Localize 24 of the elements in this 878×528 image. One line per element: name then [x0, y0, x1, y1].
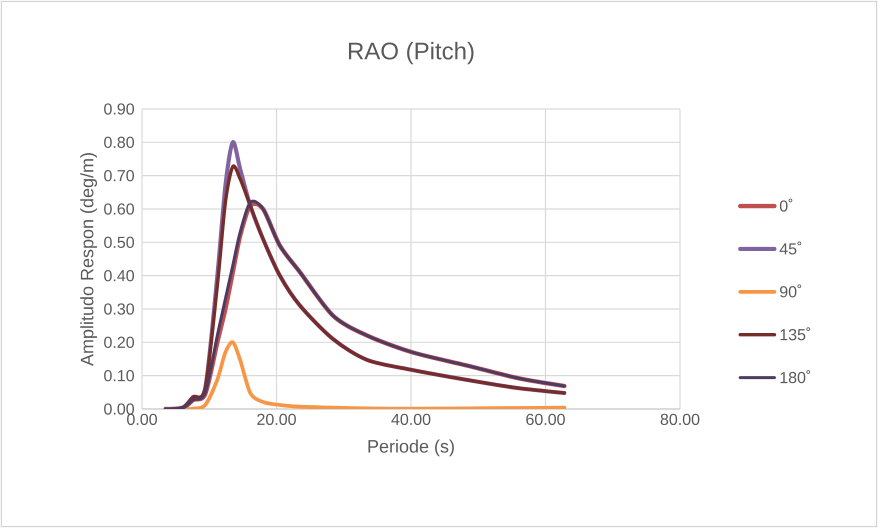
legend-label: 45˚ — [780, 241, 802, 255]
y-tick-label: 0.80 — [104, 136, 134, 148]
x-tick-label: 60.00 — [526, 414, 565, 426]
y-tick-label: 0.30 — [104, 303, 134, 315]
x-tick-label: 0.00 — [127, 414, 157, 426]
legend-label: 135˚ — [780, 327, 810, 340]
y-tick-label: 0.70 — [104, 170, 134, 182]
x-tick-label: 80.00 — [660, 414, 700, 426]
x-tick-label: 20.00 — [257, 414, 296, 426]
legend-label: 180˚ — [780, 370, 810, 384]
y-tick-label: 0.60 — [104, 203, 134, 215]
legend-label: 0˚ — [780, 198, 792, 212]
y-tick-label: 0.10 — [104, 370, 134, 382]
line-series — [164, 340, 566, 409]
x-tick-label: 40.00 — [391, 414, 430, 426]
y-tick-label: 0.90 — [104, 103, 134, 115]
chart-title: RAO (Pitch) — [348, 42, 474, 64]
y-tick-label: 0.50 — [104, 236, 134, 248]
y-tick-label: 0.40 — [104, 270, 134, 282]
y-tick-label: 0.00 — [104, 403, 134, 415]
legend-label: 90˚ — [780, 284, 802, 298]
y-tick-label: 0.20 — [104, 336, 134, 348]
x-axis-title: Periode (s) — [368, 440, 454, 456]
y-axis-title: Amplitudo Respon (deg/m) — [80, 153, 98, 366]
